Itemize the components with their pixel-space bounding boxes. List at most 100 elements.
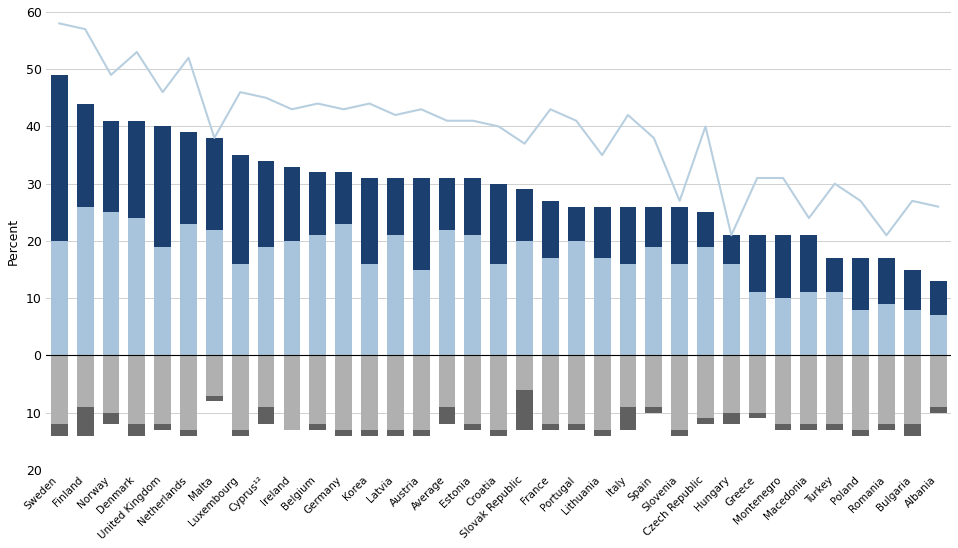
Bar: [490, 184, 507, 264]
Bar: [258, 161, 275, 247]
Bar: [51, 241, 68, 356]
Bar: [646, 247, 662, 356]
Bar: [335, 430, 352, 436]
Bar: [387, 430, 403, 436]
Bar: [723, 356, 740, 413]
Bar: [77, 104, 94, 207]
Bar: [697, 419, 714, 424]
Bar: [206, 396, 223, 401]
Bar: [387, 235, 403, 356]
Bar: [128, 121, 146, 218]
Bar: [672, 207, 688, 264]
Bar: [361, 430, 377, 436]
Bar: [929, 356, 947, 407]
Bar: [465, 178, 481, 235]
Bar: [542, 258, 559, 356]
Bar: [490, 430, 507, 436]
Bar: [697, 212, 714, 247]
Bar: [284, 356, 300, 430]
Bar: [387, 178, 403, 235]
Bar: [904, 356, 921, 424]
Bar: [516, 390, 533, 430]
Bar: [904, 270, 921, 310]
Bar: [516, 241, 533, 356]
Bar: [723, 413, 740, 424]
Bar: [646, 207, 662, 247]
Bar: [361, 178, 377, 264]
Bar: [258, 407, 275, 424]
Bar: [232, 430, 249, 436]
Bar: [904, 424, 921, 436]
Bar: [568, 241, 584, 356]
Bar: [361, 264, 377, 356]
Bar: [620, 356, 636, 407]
Bar: [103, 356, 120, 413]
Bar: [309, 424, 326, 430]
Bar: [929, 281, 947, 316]
Bar: [77, 407, 94, 436]
Bar: [232, 155, 249, 264]
Bar: [439, 230, 455, 356]
Bar: [309, 235, 326, 356]
Bar: [413, 430, 429, 436]
Bar: [180, 224, 197, 356]
Bar: [697, 247, 714, 356]
Bar: [853, 310, 869, 356]
Bar: [568, 424, 584, 430]
Bar: [439, 178, 455, 230]
Bar: [51, 424, 68, 436]
Bar: [775, 356, 791, 424]
Bar: [180, 430, 197, 436]
Bar: [232, 264, 249, 356]
Bar: [128, 218, 146, 356]
Bar: [465, 235, 481, 356]
Bar: [904, 310, 921, 356]
Bar: [154, 356, 171, 424]
Bar: [878, 424, 895, 430]
Bar: [723, 235, 740, 264]
Bar: [439, 407, 455, 424]
Bar: [594, 356, 610, 430]
Bar: [620, 207, 636, 264]
Bar: [775, 424, 791, 430]
Bar: [232, 356, 249, 430]
Bar: [749, 356, 765, 413]
Bar: [180, 132, 197, 224]
Bar: [516, 356, 533, 390]
Bar: [103, 212, 120, 356]
Bar: [154, 424, 171, 430]
Bar: [542, 424, 559, 430]
Bar: [206, 356, 223, 396]
Bar: [490, 264, 507, 356]
Bar: [749, 293, 765, 356]
Bar: [77, 207, 94, 356]
Bar: [827, 293, 843, 356]
Bar: [51, 356, 68, 424]
Bar: [103, 121, 120, 212]
Bar: [361, 356, 377, 430]
Bar: [206, 230, 223, 356]
Bar: [51, 75, 68, 241]
Bar: [154, 127, 171, 247]
Bar: [490, 356, 507, 430]
Bar: [646, 407, 662, 413]
Bar: [929, 316, 947, 356]
Bar: [128, 356, 146, 424]
Bar: [542, 356, 559, 424]
Bar: [801, 424, 817, 430]
Bar: [258, 247, 275, 356]
Bar: [878, 258, 895, 304]
Bar: [775, 298, 791, 356]
Bar: [672, 356, 688, 430]
Bar: [154, 247, 171, 356]
Bar: [180, 356, 197, 430]
Bar: [853, 258, 869, 310]
Bar: [801, 293, 817, 356]
Bar: [335, 172, 352, 224]
Bar: [801, 356, 817, 424]
Bar: [878, 304, 895, 356]
Bar: [801, 235, 817, 293]
Bar: [827, 424, 843, 430]
Bar: [672, 264, 688, 356]
Bar: [568, 207, 584, 241]
